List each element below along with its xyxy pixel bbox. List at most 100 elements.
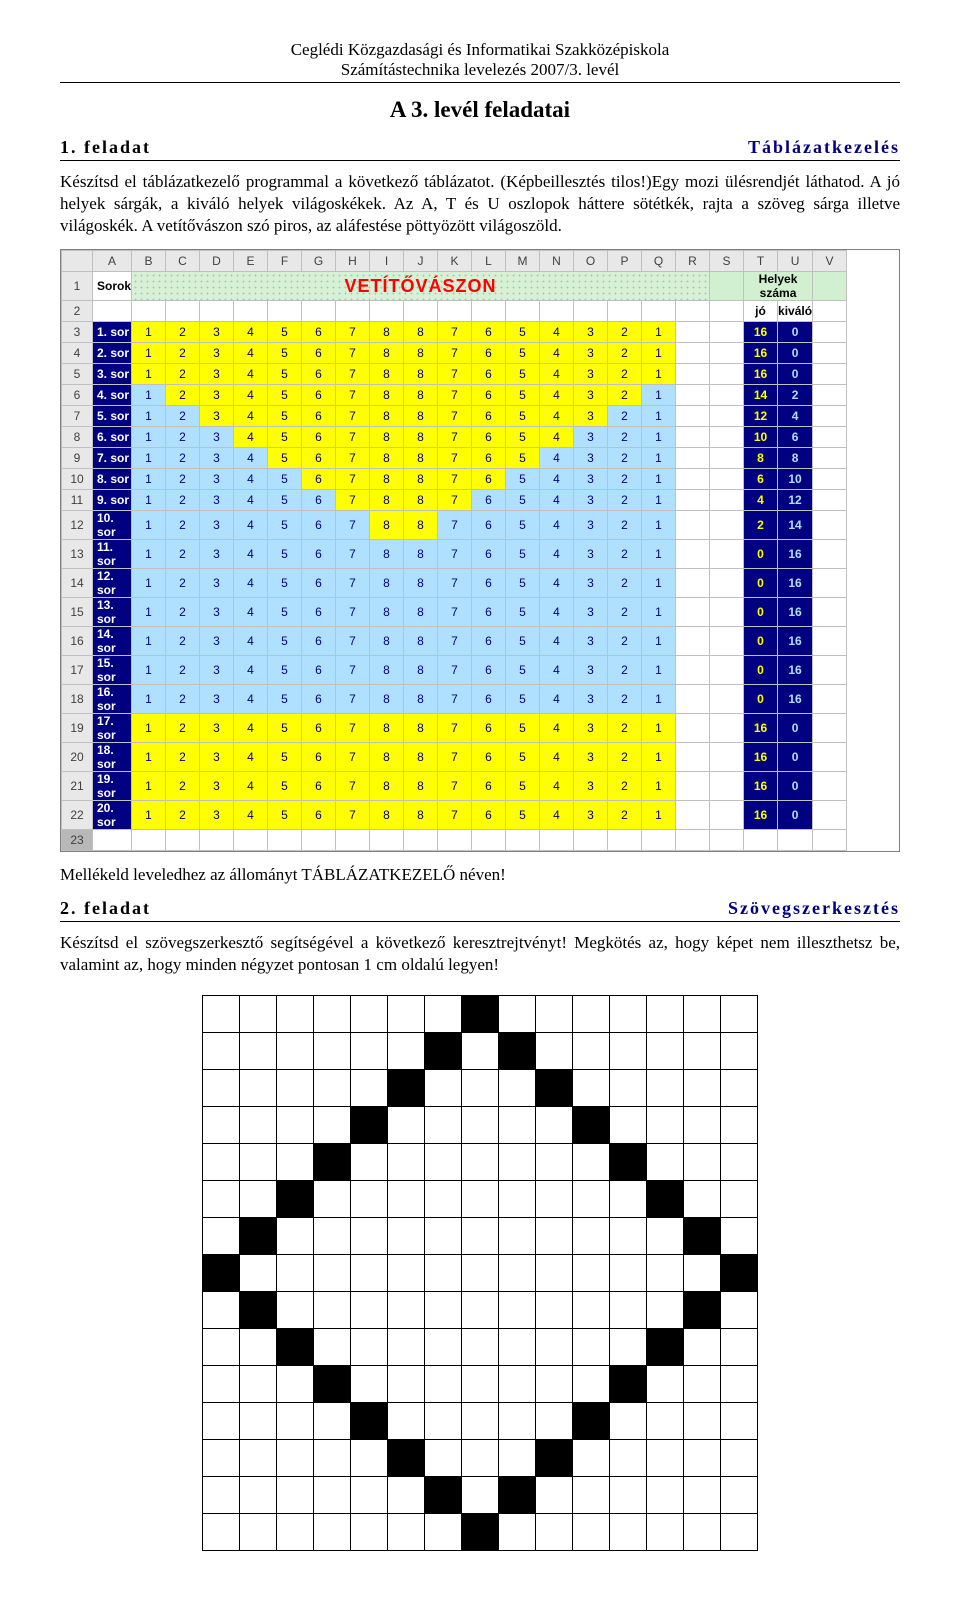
seat-cell: 4 (234, 448, 268, 469)
crossword-cell (314, 1291, 351, 1328)
seat-cell: 2 (166, 743, 200, 772)
crossword-cell (462, 1513, 499, 1550)
crossword-cell (425, 1069, 462, 1106)
col-header: U (778, 251, 813, 272)
crossword-cell (388, 1291, 425, 1328)
crossword-cell (425, 1291, 462, 1328)
seat-cell: 1 (132, 385, 166, 406)
crossword-cell (536, 995, 573, 1032)
row-label: 13. sor (93, 598, 132, 627)
row-header: 4 (62, 343, 93, 364)
crossword-cell (203, 1291, 240, 1328)
seat-cell: 1 (642, 685, 676, 714)
crossword-cell (721, 1180, 758, 1217)
seat-cell: 1 (132, 448, 166, 469)
crossword-cell (610, 1069, 647, 1106)
row-header: 8 (62, 427, 93, 448)
crossword-cell (721, 1291, 758, 1328)
seat-cell: 2 (608, 406, 642, 427)
seat-cell: 5 (506, 448, 540, 469)
seat-cell: 4 (540, 490, 574, 511)
jo-count: 16 (744, 364, 778, 385)
row-header: 20 (62, 743, 93, 772)
crossword-cell (462, 1328, 499, 1365)
seat-cell: 6 (472, 490, 506, 511)
crossword-cell (721, 1069, 758, 1106)
kivalo-count: 0 (778, 364, 813, 385)
seat-cell: 2 (608, 427, 642, 448)
col-header: I (370, 251, 404, 272)
crossword-cell (314, 1402, 351, 1439)
seat-cell: 5 (506, 343, 540, 364)
crossword-cell (684, 1328, 721, 1365)
seat-cell: 8 (404, 598, 438, 627)
seat-cell: 2 (166, 801, 200, 830)
crossword-cell (425, 1254, 462, 1291)
row-header: 22 (62, 801, 93, 830)
crossword-cell (425, 1402, 462, 1439)
seat-cell: 8 (404, 743, 438, 772)
crossword-cell (721, 1513, 758, 1550)
seat-cell: 7 (336, 598, 370, 627)
seat-cell: 6 (302, 598, 336, 627)
seat-cell: 1 (642, 598, 676, 627)
kivalo-count: 10 (778, 469, 813, 490)
seat-cell: 3 (200, 569, 234, 598)
seat-cell: 7 (438, 427, 472, 448)
seat-cell: 4 (540, 801, 574, 830)
col-header: Q (642, 251, 676, 272)
crossword-cell (610, 1032, 647, 1069)
crossword-cell (647, 1254, 684, 1291)
seat-cell: 1 (642, 364, 676, 385)
crossword-cell (203, 1180, 240, 1217)
seat-cell: 7 (336, 627, 370, 656)
crossword-cell (499, 1180, 536, 1217)
seat-cell: 2 (166, 427, 200, 448)
col-header: E (234, 251, 268, 272)
seat-cell: 7 (336, 685, 370, 714)
crossword-cell (499, 1328, 536, 1365)
seat-cell: 5 (506, 490, 540, 511)
col-header: V (813, 251, 847, 272)
seat-cell: 4 (234, 772, 268, 801)
seat-cell: 5 (268, 406, 302, 427)
crossword-cell (647, 1180, 684, 1217)
crossword-cell (240, 1180, 277, 1217)
seat-cell: 3 (200, 448, 234, 469)
seat-cell: 7 (438, 598, 472, 627)
seat-cell: 1 (642, 469, 676, 490)
crossword-cell (610, 1106, 647, 1143)
crossword-cell (203, 1217, 240, 1254)
row-header: 9 (62, 448, 93, 469)
crossword-cell (573, 995, 610, 1032)
crossword-cell (388, 1254, 425, 1291)
seat-cell: 5 (506, 469, 540, 490)
jo-count: 12 (744, 406, 778, 427)
seat-cell: 2 (166, 714, 200, 743)
seat-cell: 4 (234, 427, 268, 448)
seat-cell: 2 (608, 511, 642, 540)
crossword-cell (388, 1143, 425, 1180)
seat-cell: 2 (608, 569, 642, 598)
crossword-cell (351, 1032, 388, 1069)
seat-cell: 3 (574, 427, 608, 448)
crossword-cell (610, 1513, 647, 1550)
crossword-cell (647, 1106, 684, 1143)
seat-cell: 8 (370, 772, 404, 801)
seat-cell: 5 (268, 569, 302, 598)
col-header: D (200, 251, 234, 272)
seat-cell: 7 (336, 448, 370, 469)
sorok-label: Sorok (93, 272, 132, 301)
crossword-cell (388, 995, 425, 1032)
seat-cell: 5 (506, 540, 540, 569)
crossword-cell (277, 1513, 314, 1550)
kivalo-count: 8 (778, 448, 813, 469)
crossword-cell (721, 1106, 758, 1143)
task2-label: 2. feladat (60, 898, 151, 919)
crossword-cell (684, 1291, 721, 1328)
seat-cell: 7 (438, 469, 472, 490)
seat-cell: 3 (200, 490, 234, 511)
kivalo-header: kiváló (778, 301, 813, 322)
seat-cell: 7 (336, 385, 370, 406)
seat-cell: 7 (438, 385, 472, 406)
